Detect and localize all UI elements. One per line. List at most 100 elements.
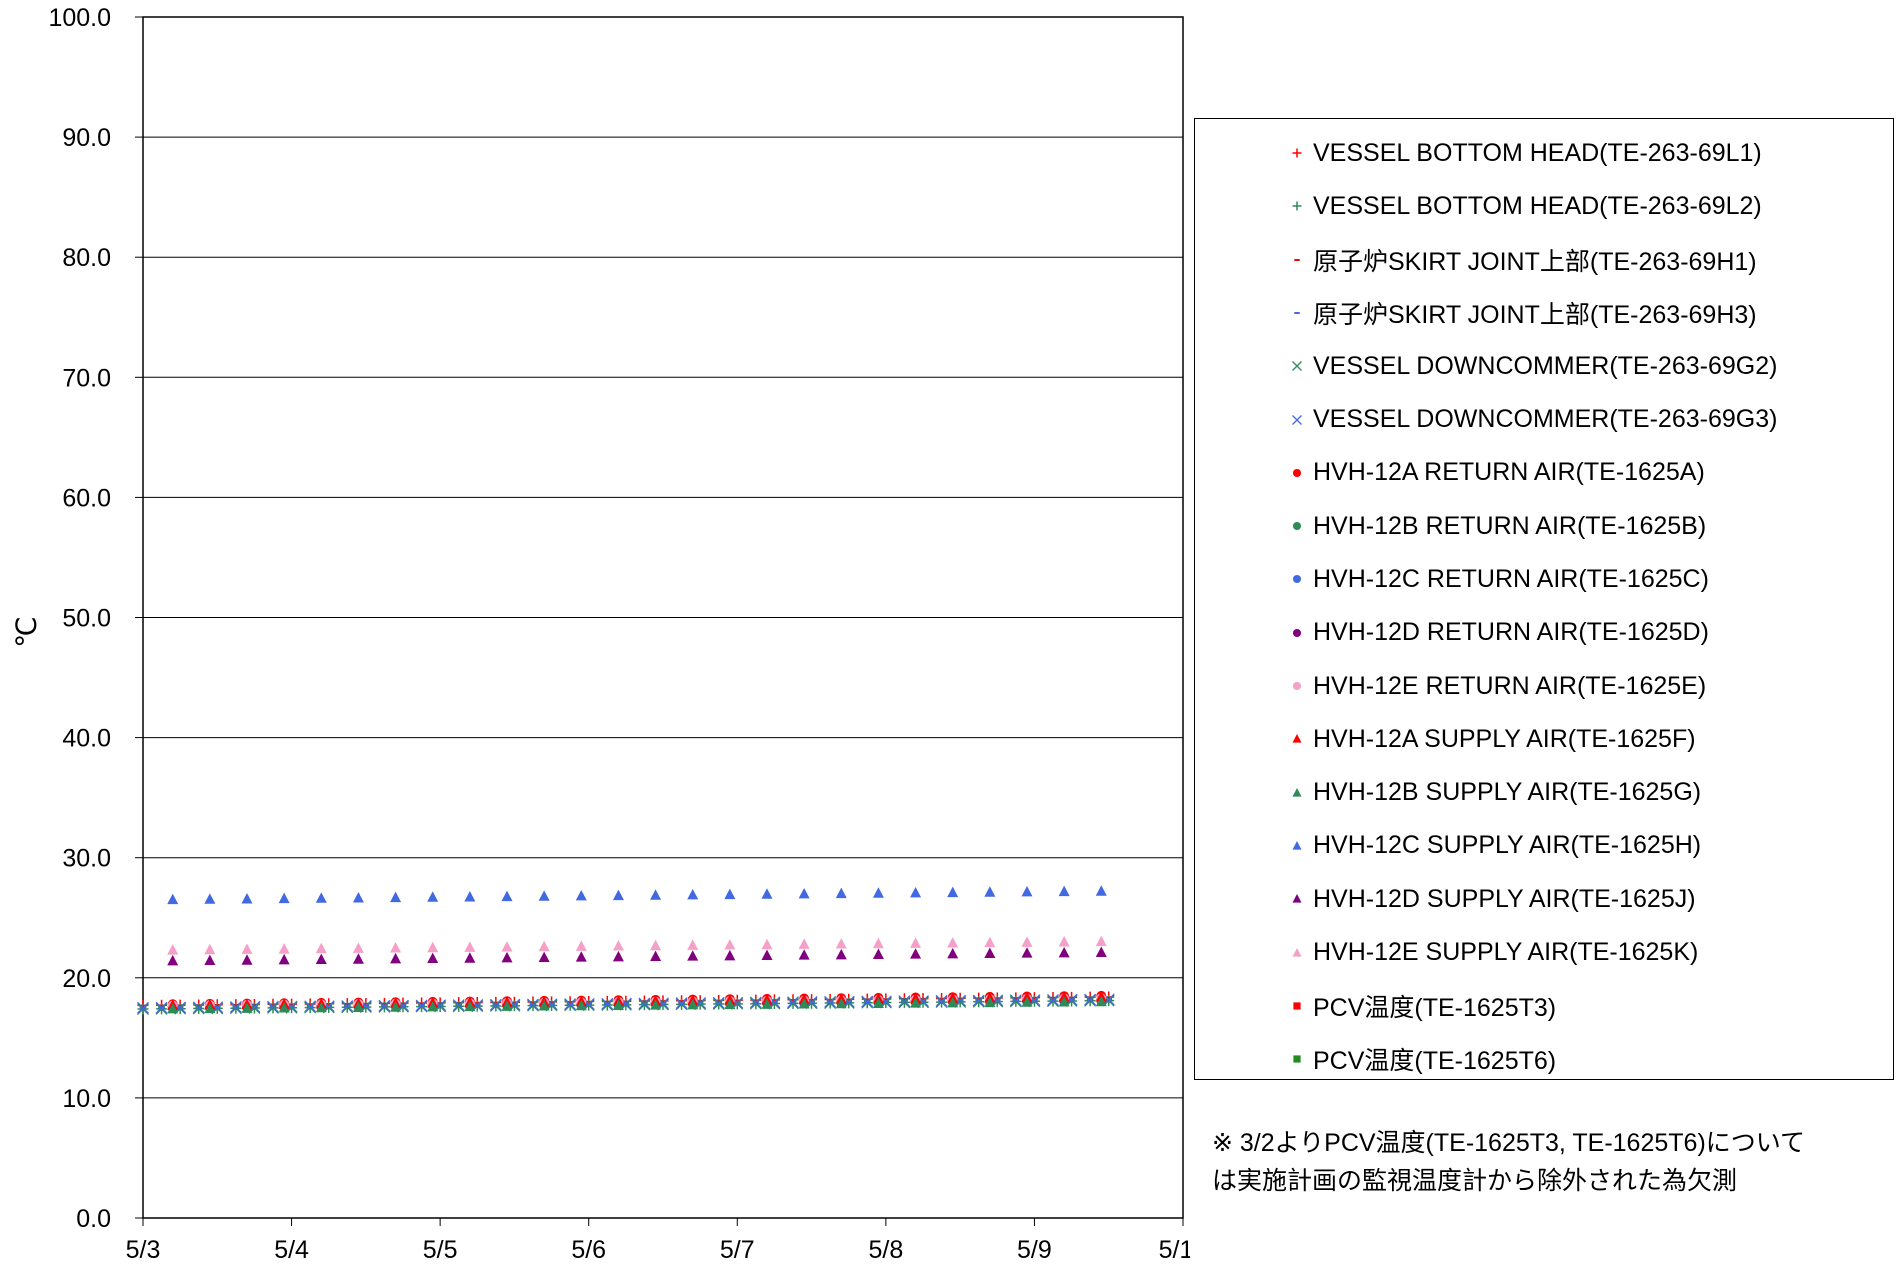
data-point [687,888,699,900]
data-point [798,949,810,960]
legend-marker-icon [1287,724,1307,754]
data-point [1095,885,1107,896]
data-point [984,947,996,958]
data-point [687,998,699,1010]
legend-item: HVH-12C SUPPLY AIR(TE-1625H) [1287,826,1701,866]
data-point [1021,885,1033,897]
data-point [167,893,179,905]
data-point [787,996,799,1009]
data-point [204,954,216,966]
legend-marker-icon [1287,831,1307,861]
data-point [984,936,996,948]
data-point [527,999,539,1012]
data-point [835,948,847,960]
note-line-1: ※ 3/2よりPCV温度(TE-1625T3, TE-1625T6)について [1212,1129,1806,1157]
series-group [167,995,1107,1014]
data-point [835,997,847,1009]
data-point [278,1002,290,1013]
data-point [241,954,253,965]
data-point [575,889,587,901]
data-point [341,1000,354,1013]
grid-lines [143,136,1183,1099]
data-point [724,998,736,1010]
legend-marker-icon [1287,245,1307,275]
legend-marker-icon [1287,138,1307,168]
data-point [898,996,911,1009]
data-point [1021,947,1033,958]
legend-label: HVH-12A RETURN AIR(TE-1625A) [1313,458,1705,487]
legend-label: VESSEL BOTTOM HEAD(TE-263-69L2) [1313,191,1762,220]
data-point [267,1001,279,1014]
data-point [192,1002,205,1015]
data-point [390,952,402,964]
data-point [167,944,179,955]
data-point [241,893,253,904]
data-point [415,1000,428,1013]
legend-marker-shape [1292,468,1302,477]
data-point [947,947,959,959]
data-point [1009,995,1022,1008]
legend-label: VESSEL DOWNCOMMER(TE-263-69G3) [1313,405,1778,433]
data-point [872,997,884,1008]
data-point [638,998,651,1011]
legend-item: 原子炉SKIRT JOINT上部(TE-263-69H3) [1287,293,1757,333]
y-tick-label: 90.0 [62,124,111,152]
data-point [489,998,502,1011]
data-point [501,890,513,902]
legend-item: VESSEL BOTTOM HEAD(TE-263-69L1) [1287,133,1762,173]
legend-marker-icon [1287,191,1307,221]
data-point [137,1001,149,1014]
data-point [575,951,587,962]
data-point [947,937,959,948]
legend-label: HVH-12E RETURN AIR(TE-1625E) [1313,671,1707,700]
legend-item: HVH-12A SUPPLY AIR(TE-1625F) [1287,719,1696,759]
data-point [538,1000,550,1011]
legend-marker-icon [1287,938,1307,968]
data-point [675,998,688,1011]
data-point [824,995,837,1008]
y-tick-label: 80.0 [62,244,111,272]
legend-label: HVH-12D RETURN AIR(TE-1625D) [1313,618,1709,647]
x-axis-ticks: 5/3 5/4 5/5 5/6 5/7 5/8 5/9 5/10 [126,1218,1190,1264]
legend-label: VESSEL BOTTOM HEAD(TE-263-69L1) [1313,138,1762,167]
data-point [427,891,439,902]
legend-marker-shape [1292,894,1302,903]
data-point [749,997,762,1010]
data-point [935,994,948,1007]
data-point [787,997,799,1010]
data-point [1058,885,1070,897]
data-point [315,942,327,954]
data-point [675,997,688,1010]
data-point [464,1000,476,1012]
legend-marker-icon [1287,298,1307,328]
legend-item: 原子炉SKIRT JOINT上部(TE-263-69H1) [1287,240,1757,280]
data-point [984,886,996,897]
data-point [1058,946,1070,958]
data-point [241,1002,253,1013]
data-point [564,999,577,1012]
data-point [749,996,762,1009]
legend-marker-icon [1287,351,1307,381]
data-point [229,1002,242,1015]
data-point [452,1000,465,1013]
data-point [464,890,476,902]
legend-item: PCV温度(TE-1625T3) [1287,986,1556,1026]
x-tick-label: 5/9 [1017,1236,1052,1264]
data-point [538,951,550,963]
data-point [1047,995,1059,1008]
data-point [278,953,290,965]
legend-item: HVH-12B RETURN AIR(TE-1625B) [1287,506,1706,546]
legend-marker-shape [1292,734,1302,743]
data-point [278,943,290,954]
data-point [315,892,327,903]
data-point [612,889,624,901]
legend-label: HVH-12D SUPPLY AIR(TE-1625J) [1313,884,1696,913]
data-point [390,1001,402,1012]
data-point [415,999,428,1012]
legend-marker-icon [1287,884,1307,914]
legend-marker-icon [1287,405,1307,435]
legend-marker-icon [1287,458,1307,488]
data-point [1009,994,1022,1007]
series-group [167,946,1107,966]
data-point [241,943,253,954]
